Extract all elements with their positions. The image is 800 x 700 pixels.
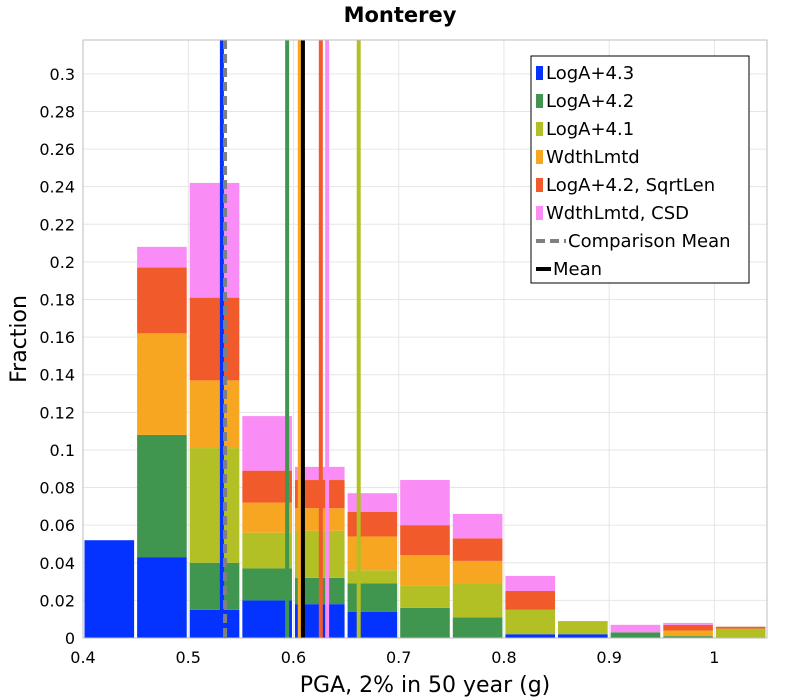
bar-stack-group [84,182,766,638]
bar-segment [610,624,661,633]
x-tick-label: 0.7 [386,648,411,667]
plot-frame [82,39,768,639]
legend-label: WdthLmtd [546,147,640,168]
bar-segment [242,600,292,638]
y-tick-label: 0.14 [39,366,75,385]
bar-segment [189,182,240,298]
bar-segment [400,585,450,608]
bar-segment [242,502,292,533]
legend-swatch [536,94,543,108]
y-axis-title: Fraction [7,295,32,383]
bar-segment [663,636,713,638]
legend-swatch [536,66,543,80]
legend-swatch [536,122,543,136]
bar-segment [715,626,766,629]
y-tick-label: 0.24 [39,178,75,197]
legend-label: Comparison Mean [568,231,731,252]
bar-segment [84,540,135,638]
bar-segment [137,267,187,334]
bar-segment [137,434,187,558]
y-axis-ticks: 0 0.02 0.04 0.06 0.08 0.1 0.12 0.14 0.16 0.18 0.2 0… [39,65,75,648]
bar-segment [452,617,503,638]
y-tick-label: 0.12 [39,403,75,422]
bar-segment [347,536,398,571]
legend-label: Mean [553,259,602,280]
bar-segment [189,448,240,563]
x-tick-label: 0.4 [70,648,95,667]
legend-label: LogA+4.2 [546,91,634,112]
y-tick-label: 0.04 [39,554,75,573]
y-tick-label: 0.08 [39,479,75,498]
bar-segment [505,609,556,635]
bar-segment [347,570,398,584]
bar-segment [347,493,398,513]
bar-segment [242,568,292,601]
x-tick-label: 0.8 [491,648,516,667]
bar-segment [347,611,398,638]
bar-segment [452,538,503,561]
bar-segment [347,583,398,612]
legend-label: LogA+4.1 [546,119,634,140]
bar-segment [400,480,450,526]
chart-title: Monterey [344,3,457,27]
bar-segment [663,630,713,637]
legend-label: LogA+4.3 [546,63,634,84]
y-tick-label: 0.28 [39,102,75,121]
bar-segment [558,621,608,635]
y-tick-label: 0.06 [39,516,75,535]
x-axis-ticks: 0.4 0.5 0.6 0.7 0.8 0.9 1 [70,648,719,667]
y-tick-label: 0 [65,629,75,648]
legend-swatch [536,150,543,164]
bar-segment [715,628,766,638]
bar-segment [347,512,398,537]
y-tick-label: 0.2 [50,253,75,272]
bar-segment [505,590,556,610]
bar-segment [663,624,713,631]
x-tick-label: 0.6 [281,648,306,667]
bar-segment [137,333,187,435]
bar-segment [137,557,187,638]
bar-segment [400,525,450,556]
y-tick-label: 0.22 [39,215,75,234]
legend-label: LogA+4.2, SqrtLen [546,175,715,196]
y-tick-label: 0.26 [39,140,75,159]
bar-segment [452,583,503,618]
legend-swatch [536,206,543,220]
bar-segment [558,634,608,638]
bar-segment [400,555,450,586]
bar-segment [400,607,450,638]
legend: LogA+4.3 LogA+4.2 LogA+4.1 WdthLmtd LogA+4.2… [530,55,750,284]
bar-segment [137,246,187,268]
x-axis-title: PGA, 2% in 50 year (g) [300,673,551,698]
legend-label: WdthLmtd, CSD [546,203,689,224]
bar-segment [663,622,713,625]
bar-segment [242,532,292,569]
x-tick-label: 0.9 [596,648,621,667]
mean-lines-group [219,40,361,638]
bar-segment [452,513,503,539]
bar-segment [189,609,240,638]
bar-segment [452,560,503,584]
x-tick-label: 0.5 [176,648,201,667]
bar-segment [189,297,240,381]
bar-segment [189,562,240,610]
bar-segment [505,634,556,638]
legend-box [530,55,750,284]
y-tick-label: 0.18 [39,291,75,310]
x-tick-label: 1 [709,648,719,667]
bar-segment [189,380,240,449]
bar-segment [242,470,292,503]
bar-segment [505,575,556,591]
bar-segment [242,416,292,471]
y-tick-label: 0.3 [50,65,75,84]
y-tick-label: 0.16 [39,328,75,347]
legend-swatch [536,178,543,192]
y-tick-label: 0.1 [50,441,75,460]
y-tick-label: 0.02 [39,591,75,610]
bar-segment [610,632,661,638]
